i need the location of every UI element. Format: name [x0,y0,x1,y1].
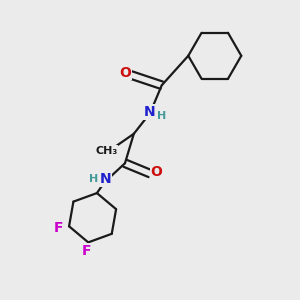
Text: CH₃: CH₃ [95,146,118,156]
Text: O: O [151,165,162,179]
Text: F: F [54,221,64,235]
Text: H: H [157,110,167,121]
Text: N: N [144,105,156,119]
Text: N: N [99,172,111,186]
Text: O: O [120,66,131,80]
Text: H: H [89,174,99,184]
Text: F: F [82,244,92,258]
